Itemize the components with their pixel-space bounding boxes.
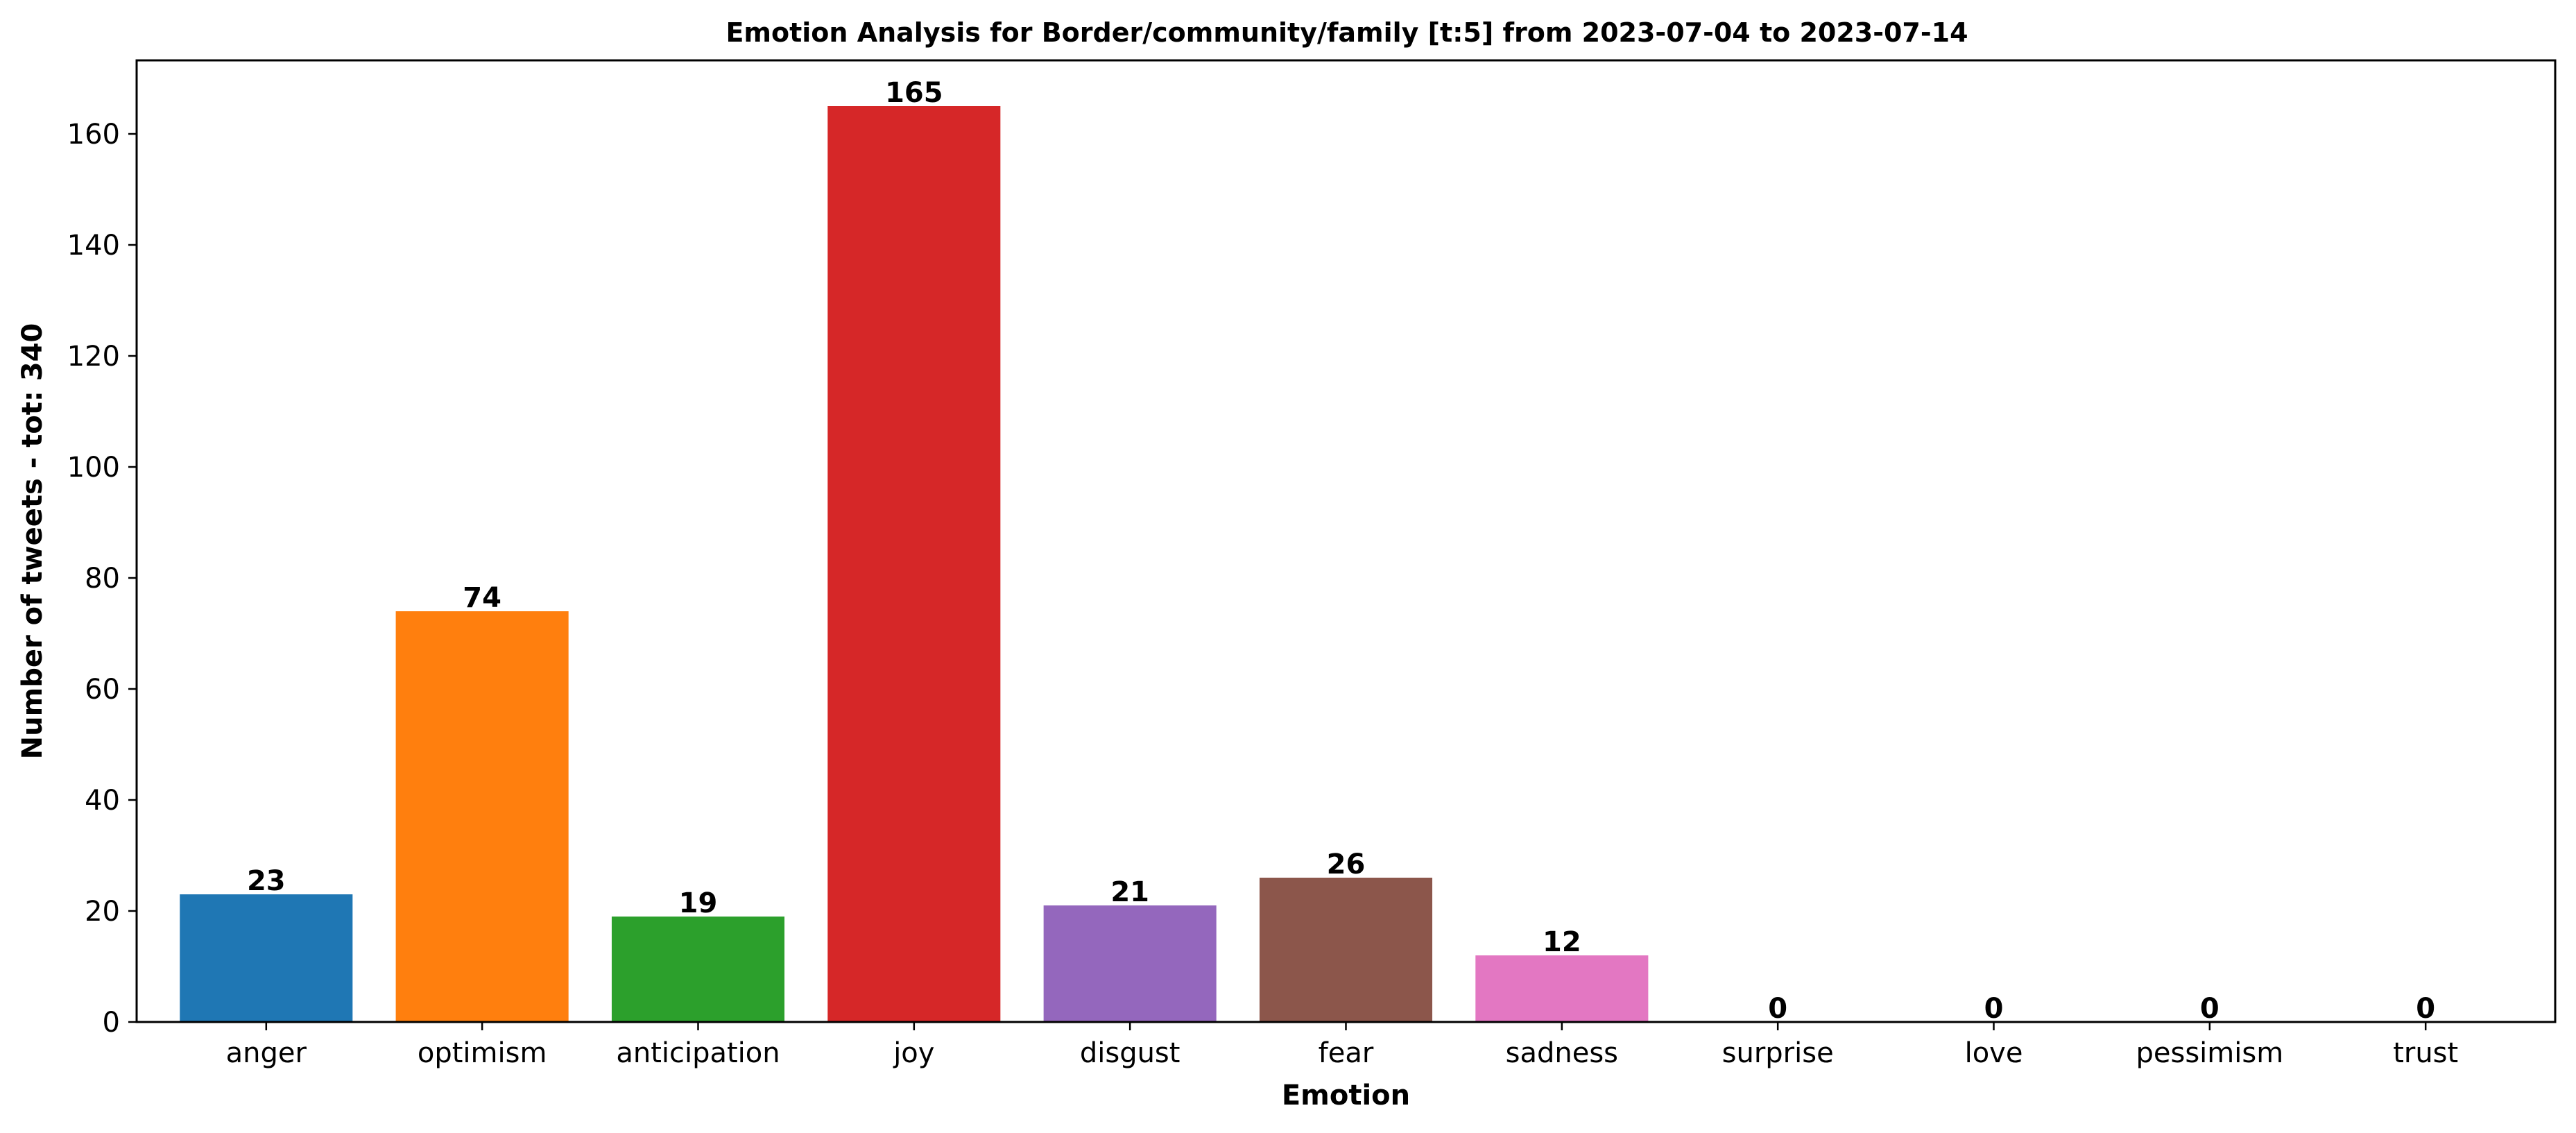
plot-frame xyxy=(135,59,2557,1023)
y-tick-label-80: 80 xyxy=(85,563,120,595)
y-tick-label-140: 140 xyxy=(67,230,120,262)
data-label-disgust: 21 xyxy=(1110,876,1149,908)
data-labels-group: 23 74 19 165 21 26 12 0 0 0 0 xyxy=(247,77,2435,1025)
y-tick-label-20: 20 xyxy=(85,896,120,928)
bar-anticipation xyxy=(611,917,785,1022)
x-tick-label-trust: trust xyxy=(2393,1037,2458,1069)
data-label-anticipation: 19 xyxy=(679,887,718,919)
y-tick-label-0: 0 xyxy=(103,1007,120,1039)
x-tick-label-anger: anger xyxy=(226,1037,307,1069)
data-label-optimism: 74 xyxy=(463,582,501,614)
bars-group xyxy=(180,106,1649,1022)
bar-sadness xyxy=(1475,955,1649,1022)
data-label-sadness: 12 xyxy=(1543,926,1581,958)
x-tick-label-fear: fear xyxy=(1319,1037,1374,1069)
data-label-surprise: 0 xyxy=(1768,993,1787,1025)
y-axis-label: Number of tweets - tot: 340 xyxy=(17,323,49,760)
y-tick-label-60: 60 xyxy=(85,674,120,706)
y-tick-label-40: 40 xyxy=(85,785,120,817)
bar-disgust xyxy=(1043,905,1217,1022)
data-label-trust: 0 xyxy=(2416,993,2435,1025)
x-tick-label-pessimism: pessimism xyxy=(2136,1037,2284,1069)
bar-joy xyxy=(827,106,1001,1022)
x-axis: anger optimism anticipation joy disgust fear s… xyxy=(226,1022,2458,1069)
bar-anger xyxy=(180,894,353,1022)
bar-fear xyxy=(1259,878,1433,1022)
x-tick-label-disgust: disgust xyxy=(1080,1037,1180,1069)
x-tick-label-anticipation: anticipation xyxy=(616,1037,780,1069)
bar-optimism xyxy=(395,611,569,1022)
y-axis: 0 20 40 60 80 100 120 140 160 xyxy=(67,119,137,1039)
y-tick-label-160: 160 xyxy=(67,119,120,151)
x-tick-label-joy: joy xyxy=(893,1037,934,1069)
x-tick-label-surprise: surprise xyxy=(1722,1037,1834,1069)
x-axis-label: Emotion xyxy=(1282,1080,1410,1111)
data-label-pessimism: 0 xyxy=(2200,993,2219,1025)
data-label-anger: 23 xyxy=(247,865,286,897)
data-label-love: 0 xyxy=(1984,993,2004,1025)
x-tick-label-sadness: sadness xyxy=(1506,1037,1618,1069)
x-tick-label-optimism: optimism xyxy=(418,1037,547,1069)
chart-title: Emotion Analysis for Border/community/fa… xyxy=(725,17,1968,48)
data-label-joy: 165 xyxy=(885,77,943,109)
y-tick-label-120: 120 xyxy=(67,341,120,373)
y-tick-label-100: 100 xyxy=(67,452,120,484)
data-label-fear: 26 xyxy=(1327,849,1366,880)
x-tick-label-love: love xyxy=(1965,1037,2023,1069)
